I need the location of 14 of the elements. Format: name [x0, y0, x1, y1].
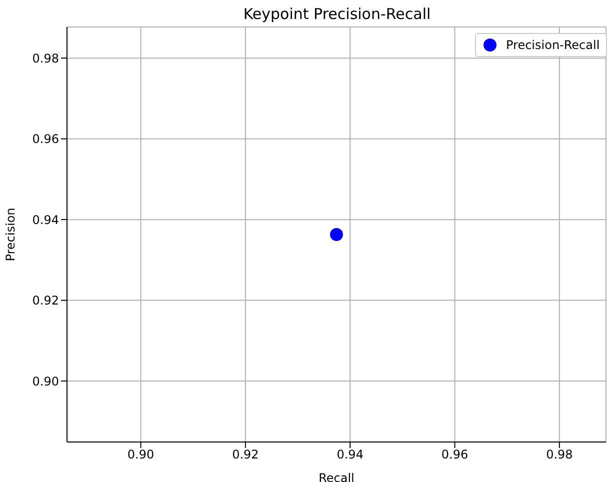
x-tick-label: 0.96: [441, 448, 468, 462]
legend-label: Precision-Recall: [506, 38, 600, 52]
x-tick-label: 0.98: [546, 448, 573, 462]
y-tick-label: 0.90: [32, 374, 59, 388]
y-axis-title: Precision: [3, 208, 18, 262]
y-tick-label: 0.98: [32, 51, 59, 66]
y-tick-label: 0.96: [32, 132, 59, 146]
y-tick-label: 0.92: [32, 294, 59, 308]
y-tick-label: 0.94: [32, 212, 59, 227]
x-tick-label: 0.90: [127, 448, 154, 462]
x-axis-title: Recall: [318, 471, 354, 482]
x-tick-label: 0.94: [336, 448, 364, 462]
x-tick-label: 0.92: [232, 448, 259, 462]
chart-title: Keypoint Precision-Recall: [242, 5, 432, 23]
